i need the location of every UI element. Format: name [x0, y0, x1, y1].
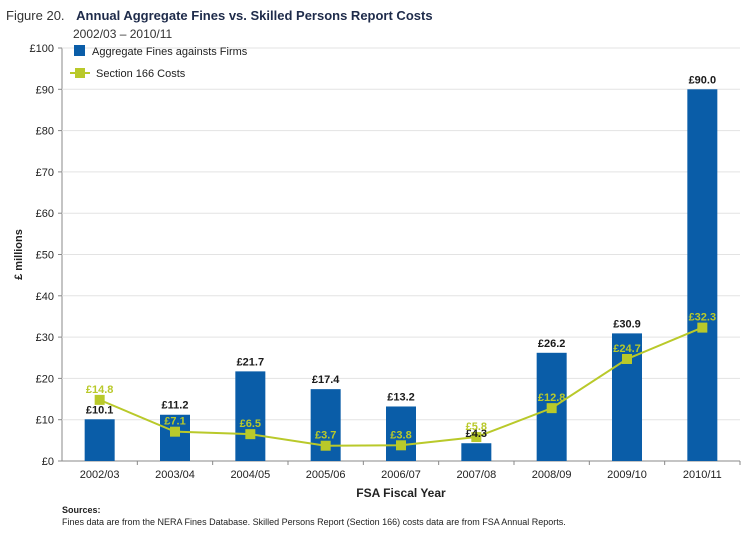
x-tick-label: 2005/06 — [306, 469, 346, 481]
line-value-label: £14.8 — [86, 384, 114, 396]
line-marker — [622, 353, 632, 364]
legend-bar-swatch — [74, 45, 85, 56]
legend-line-marker — [75, 68, 85, 78]
line-value-label: £24.7 — [613, 343, 641, 355]
line-value-label: £5.8 — [466, 421, 487, 433]
bar-value-label: £21.7 — [237, 356, 265, 368]
y-tick-label: £50 — [36, 250, 54, 262]
y-tick-label: £80 — [36, 126, 54, 138]
bar-value-label: £90.0 — [689, 74, 717, 86]
line-value-label: £3.8 — [390, 429, 411, 441]
y-tick-label: £40 — [36, 291, 54, 303]
line-value-label: £12.8 — [538, 392, 566, 404]
x-tick-label: 2008/09 — [532, 469, 572, 481]
y-tick-label: £30 — [36, 332, 54, 344]
line-marker — [471, 432, 482, 443]
bar — [461, 443, 492, 461]
bar — [160, 414, 190, 461]
x-tick-label: 2007/08 — [456, 469, 496, 481]
line-marker — [697, 322, 708, 333]
legend-bar-label: Aggregate Fines againsts Firms — [92, 46, 248, 58]
bar-value-label: £4.3 — [466, 428, 487, 440]
sources-footer: Sources: Fines data are from the NERA Fi… — [62, 505, 566, 527]
y-tick-label: £60 — [36, 208, 54, 220]
y-axis-title: £ millions — [13, 229, 25, 280]
line-marker — [94, 394, 105, 405]
line-marker — [245, 429, 256, 440]
x-tick-label: 2010/11 — [683, 469, 722, 481]
line-value-label: £3.7 — [315, 430, 336, 442]
line-marker — [396, 440, 406, 451]
bar-value-label: £11.2 — [162, 400, 189, 412]
legend-line-label: Section 166 Costs — [96, 68, 186, 80]
line-marker — [546, 403, 557, 414]
bar-value-label: £26.2 — [538, 338, 566, 350]
bar — [235, 371, 266, 461]
line-marker — [170, 426, 180, 437]
chart-subtitle: 2002/03 – 2010/11 — [73, 27, 173, 41]
x-axis-title: FSA Fiscal Year — [356, 486, 446, 500]
bar-value-label: £10.1 — [86, 404, 114, 416]
figure-label: Figure 20. — [6, 8, 65, 23]
bar — [386, 406, 416, 461]
y-tick-label: £10 — [36, 415, 54, 427]
y-tick-label: £100 — [30, 43, 54, 55]
line-marker — [320, 440, 331, 451]
bar-value-label: £13.2 — [387, 391, 415, 403]
line-value-label: £32.3 — [689, 312, 717, 324]
x-tick-label: 2006/07 — [381, 469, 421, 481]
y-tick-label: £0 — [42, 456, 54, 468]
sources-text: Fines data are from the NERA Fines Datab… — [62, 517, 566, 527]
line-value-label: £6.5 — [240, 418, 261, 430]
bar-value-label: £17.4 — [312, 374, 340, 386]
y-tick-label: £20 — [36, 373, 54, 385]
line-value-label: £7.1 — [164, 416, 185, 428]
bar-value-label: £30.9 — [613, 318, 641, 330]
chart-canvas: £0 £10 £20 £30 £40 £50 £60 £70 £80 £90 £100 2002/03… — [13, 43, 741, 500]
figure-title-row: Figure 20. Annual Aggregate Fines vs. Sk… — [6, 8, 433, 23]
bar — [687, 89, 718, 462]
y-tick-label: £70 — [36, 167, 54, 179]
x-tick-label: 2009/10 — [607, 469, 647, 481]
bar — [84, 419, 115, 461]
y-tick-label: £90 — [36, 84, 54, 96]
chart-title: Annual Aggregate Fines vs. Skilled Perso… — [76, 8, 433, 23]
sources-title: Sources: — [62, 505, 101, 515]
x-tick-label: 2004/05 — [230, 469, 270, 481]
x-tick-label: 2003/04 — [155, 469, 195, 481]
x-tick-label: 2002/03 — [80, 469, 120, 481]
